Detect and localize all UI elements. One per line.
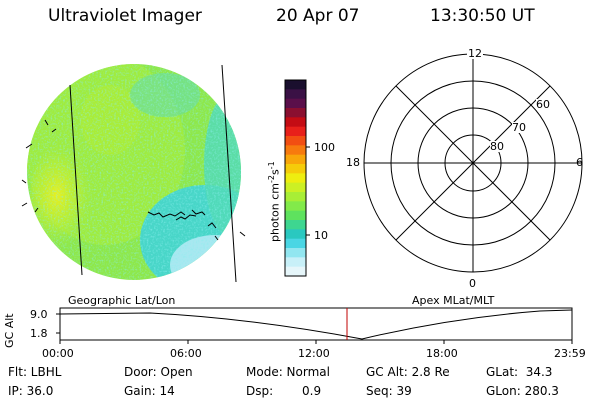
colorbar-band xyxy=(285,238,306,249)
colorbar-band xyxy=(285,173,306,184)
colorbar-tick-10: 10 xyxy=(314,229,328,242)
colorbar-band xyxy=(285,182,306,193)
header-date: 20 Apr 07 xyxy=(276,6,360,26)
mlt-label-6: 6 xyxy=(576,156,583,169)
colorbar-band xyxy=(285,220,306,230)
mlat-label-70: 70 xyxy=(512,121,526,134)
info-dsp-label: Dsp: xyxy=(246,384,274,398)
colorbar-band xyxy=(285,210,306,221)
colorbar-band xyxy=(285,154,306,165)
colorbar-band xyxy=(285,257,306,268)
apex-label: Apex MLat/MLT xyxy=(412,294,495,307)
mlt-label-12: 12 xyxy=(467,47,483,60)
colorbar-band xyxy=(285,108,306,118)
altitude-curve xyxy=(59,309,573,340)
info-seq: Seq: 39 xyxy=(366,384,412,398)
colorbar xyxy=(284,79,310,277)
mlat-label-80: 80 xyxy=(490,140,504,153)
colorbar-band xyxy=(285,164,306,174)
timeline-xtick-1800: 18:00 xyxy=(426,347,458,360)
colorbar-band xyxy=(285,98,306,109)
polar-plot xyxy=(363,53,583,273)
info-glon: GLon: 280.3 xyxy=(486,384,559,398)
info-door: Door: Open xyxy=(124,365,193,379)
altitude-timeline xyxy=(56,307,573,344)
info-glat: GLat: 34.3 xyxy=(486,365,553,379)
colorbar-band xyxy=(285,89,306,100)
colorbar-band xyxy=(285,145,306,156)
uvi-image-disc xyxy=(21,64,246,283)
colorbar-band xyxy=(285,266,306,277)
info-ip: IP: 36.0 xyxy=(8,384,54,398)
info-filter: Flt: LBHL xyxy=(8,365,62,379)
colorbar-tick-100: 100 xyxy=(314,141,335,154)
mlat-label-60: 60 xyxy=(536,98,550,111)
timeline-ytick-1-8: 1.8 xyxy=(30,327,48,340)
colorbar-band xyxy=(285,117,306,128)
colorbar-band xyxy=(285,201,306,212)
timeline-xtick-2359: 23:59 xyxy=(554,347,586,360)
colorbar-band xyxy=(285,126,306,137)
info-dsp-value: 0.9 xyxy=(302,384,322,398)
info-gc-alt: GC Alt: 2.8 Re xyxy=(366,365,450,379)
timeline-ylabel: GC Alt xyxy=(3,313,16,348)
header-time: 13:30:50 UT xyxy=(430,6,535,26)
timeline-xtick-0600: 06:00 xyxy=(170,347,202,360)
mlt-label-18: 18 xyxy=(346,156,360,169)
info-gain: Gain: 14 xyxy=(124,384,175,398)
info-mode: Mode: Normal xyxy=(246,365,330,379)
geographic-label: Geographic Lat/Lon xyxy=(68,294,176,307)
colorbar-band xyxy=(285,136,306,146)
colorbar-band xyxy=(285,229,306,240)
timeline-xtick-0000: 00:00 xyxy=(42,347,74,360)
colorbar-band xyxy=(285,80,306,90)
colorbar-band xyxy=(285,248,306,258)
mlt-label-0: 0 xyxy=(469,277,476,290)
timeline-ytick-9: 9.0 xyxy=(30,308,48,321)
colorbar-unit-label: photon cm-2s-1 xyxy=(267,161,282,242)
timeline-xtick-1200: 12:00 xyxy=(298,347,330,360)
colorbar-band xyxy=(285,192,306,202)
header-title: Ultraviolet Imager xyxy=(48,6,202,26)
